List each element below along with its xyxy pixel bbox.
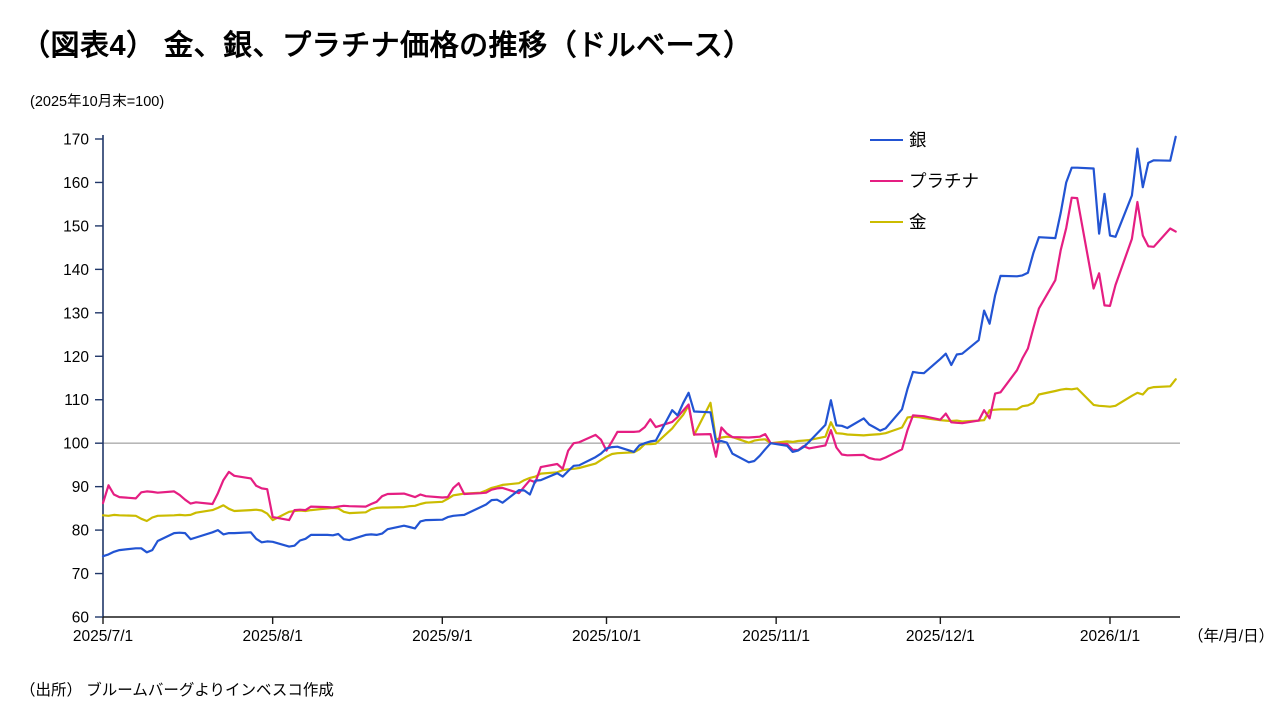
x-axis-tick-label: 2025/10/1 [572, 628, 641, 645]
y-axis-tick-label: 120 [63, 349, 89, 366]
legend-line-swatch-platinum [870, 179, 903, 182]
source-note: （出所） ブルームバーグよりインベスコ作成 [20, 682, 334, 699]
y-axis-tick-label: 130 [63, 305, 89, 322]
y-axis-tick-label: 140 [63, 262, 89, 279]
y-axis-tick-label: 150 [63, 218, 89, 235]
legend-label-platinum: プラチナ [909, 171, 979, 191]
x-axis-unit-label: （年/月/日） [1188, 628, 1275, 645]
chart-legend: 銀プラチナ金 [870, 119, 979, 242]
series-line-platinum [101, 196, 1177, 522]
y-axis-tick-label: 80 [72, 523, 90, 540]
x-axis-tick-label: 2025/9/1 [412, 628, 472, 645]
series-line-gold [101, 378, 1177, 523]
legend-item-platinum: プラチナ [870, 160, 979, 201]
x-axis-tick-label: 2025/11/1 [742, 628, 810, 645]
legend-label-gold: 金 [909, 212, 927, 232]
y-axis-tick-label: 170 [63, 132, 89, 149]
x-axis-tick-label: 2025/7/1 [73, 628, 133, 645]
x-axis-tick-label: 2026/1/1 [1080, 628, 1140, 645]
y-axis-tick-label: 60 [72, 610, 90, 627]
legend-item-silver: 銀 [870, 119, 979, 160]
y-axis-tick-label: 110 [64, 392, 89, 409]
legend-item-gold: 金 [870, 201, 979, 242]
page-title: （図表4） 金、銀、プラチナ価格の推移（ドルベース） [21, 30, 753, 62]
x-axis-tick-label: 2025/12/1 [906, 628, 975, 645]
index-base-note: (2025年10月末=100) [30, 94, 165, 110]
y-axis-tick-label: 160 [63, 175, 89, 192]
y-axis-tick-label: 100 [63, 436, 89, 453]
x-axis-tick-label: 2025/8/1 [242, 628, 302, 645]
y-axis-tick-label: 90 [72, 479, 90, 496]
legend-line-swatch-gold [870, 220, 903, 223]
legend-label-silver: 銀 [909, 130, 927, 150]
legend-line-swatch-silver [870, 138, 903, 141]
series-line-silver [101, 135, 1177, 558]
y-axis-tick-label: 70 [72, 566, 90, 583]
